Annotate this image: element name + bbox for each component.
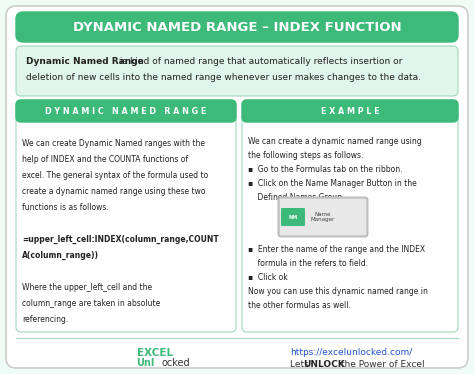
Text: https://excelunlocked.com/: https://excelunlocked.com/ [290, 348, 412, 357]
Text: is kind of named range that automatically reflects insertion or: is kind of named range that automaticall… [117, 56, 402, 65]
Text: Lets: Lets [290, 360, 311, 369]
Text: ocked: ocked [162, 358, 191, 368]
Text: the Power of Excel: the Power of Excel [338, 360, 425, 369]
Text: Where the upper_left_cell and the: Where the upper_left_cell and the [22, 282, 152, 291]
Text: column_range are taken in absolute: column_range are taken in absolute [22, 298, 160, 307]
Text: the following steps as follows.: the following steps as follows. [248, 150, 364, 159]
Text: ▪  Click on the Name Manager Button in the: ▪ Click on the Name Manager Button in th… [248, 178, 417, 187]
Text: ▪  Click ok: ▪ Click ok [248, 273, 288, 282]
FancyBboxPatch shape [279, 198, 367, 236]
Text: deletion of new cells into the named range whenever user makes changes to the da: deletion of new cells into the named ran… [26, 73, 421, 82]
FancyBboxPatch shape [16, 46, 458, 96]
Text: ▪  Go to the Formulas tab on the ribbon.: ▪ Go to the Formulas tab on the ribbon. [248, 165, 402, 174]
Text: UNLOCK: UNLOCK [303, 360, 345, 369]
Text: NM: NM [288, 215, 298, 220]
FancyBboxPatch shape [6, 6, 468, 368]
FancyBboxPatch shape [242, 100, 458, 122]
Text: create a dynamic named range using these two: create a dynamic named range using these… [22, 187, 206, 196]
Text: We can create Dynamic Named ranges with the: We can create Dynamic Named ranges with … [22, 138, 205, 147]
FancyBboxPatch shape [242, 100, 458, 332]
Text: A(column_range)): A(column_range)) [22, 251, 99, 260]
Text: the other formulas as well.: the other formulas as well. [248, 300, 351, 310]
Text: Dynamic Named Range: Dynamic Named Range [26, 56, 144, 65]
FancyBboxPatch shape [16, 12, 458, 42]
FancyBboxPatch shape [281, 208, 305, 226]
Text: excel. The general syntax of the formula used to: excel. The general syntax of the formula… [22, 171, 208, 180]
FancyBboxPatch shape [16, 100, 236, 122]
FancyBboxPatch shape [16, 100, 236, 332]
Text: functions is as follows.: functions is as follows. [22, 202, 109, 212]
Text: DYNAMIC NAMED RANGE – INDEX FUNCTION: DYNAMIC NAMED RANGE – INDEX FUNCTION [73, 21, 401, 34]
Text: =upper_left_cell:INDEX(column_range,COUNT: =upper_left_cell:INDEX(column_range,COUN… [22, 234, 219, 243]
Text: help of INDEX and the COUNTA functions of: help of INDEX and the COUNTA functions o… [22, 154, 188, 163]
Text: Unl: Unl [137, 358, 155, 368]
FancyBboxPatch shape [278, 197, 368, 237]
Text: ▪  Enter the name of the range and the INDEX: ▪ Enter the name of the range and the IN… [248, 245, 425, 254]
Text: EXCEL: EXCEL [137, 348, 173, 358]
Text: formula in the refers to field.: formula in the refers to field. [248, 258, 368, 267]
Text: We can create a dynamic named range using: We can create a dynamic named range usin… [248, 137, 422, 145]
Text: referencing.: referencing. [22, 315, 68, 324]
Text: Name
Manager: Name Manager [311, 212, 335, 223]
Text: Now you can use this dynamic named range in: Now you can use this dynamic named range… [248, 286, 428, 295]
Text: E X A M P L E: E X A M P L E [321, 107, 379, 116]
Text: D Y N A M I C   N A M E D   R A N G E: D Y N A M I C N A M E D R A N G E [46, 107, 207, 116]
Text: Defined Names Group.: Defined Names Group. [248, 193, 345, 202]
